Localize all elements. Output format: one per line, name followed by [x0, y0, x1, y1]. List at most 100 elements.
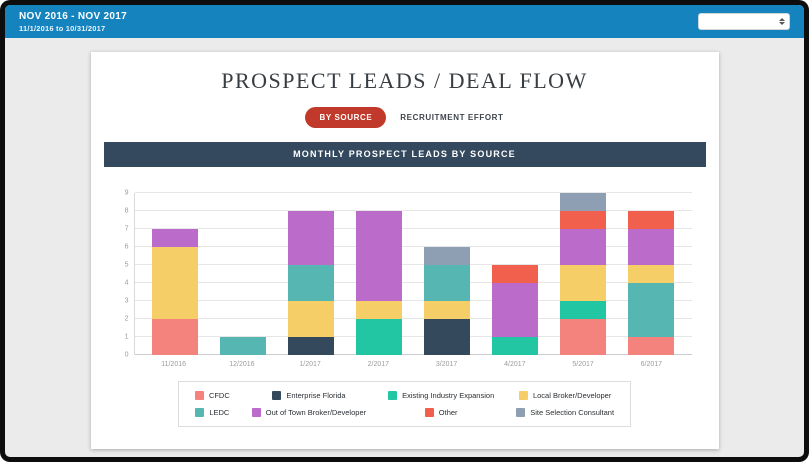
stacked-bar	[628, 193, 675, 355]
legend-label: Enterprise Florida	[286, 391, 346, 400]
y-tick-label: 8	[124, 207, 129, 215]
bar-segment	[560, 319, 607, 355]
gridline	[134, 336, 692, 338]
stacked-bar	[287, 193, 334, 355]
tab-by-source[interactable]: BY SOURCE	[305, 107, 387, 128]
bar-segment	[287, 265, 334, 302]
bar-segment	[287, 337, 334, 355]
legend-swatch	[272, 391, 282, 400]
bar-segment	[560, 193, 607, 212]
bar-segment	[492, 265, 539, 284]
bar-segment	[628, 229, 675, 266]
bar-segment	[424, 247, 471, 266]
top-header: NOV 2016 - NOV 2017 11/1/2016 to 10/31/2…	[5, 5, 804, 38]
x-tick-label: 12/2016	[229, 361, 255, 368]
chart-panel-body: 0 1 2 3 4 5 6 7 8 9 11/2016 12/2016 1/2017 2/2017 3/2…	[103, 167, 706, 427]
gridline	[134, 282, 692, 284]
bar-segment	[424, 265, 471, 302]
stacked-bar	[355, 193, 402, 355]
legend-item: Existing Industry Expansion	[388, 391, 494, 400]
gridline	[134, 192, 692, 193]
y-tick-label: 4	[124, 279, 129, 287]
tab-recruitment-effort[interactable]: RECRUITMENT EFFORT	[400, 113, 504, 122]
gridline	[134, 228, 692, 229]
legend-swatch	[388, 391, 398, 400]
gridline	[134, 264, 692, 265]
legend-swatch	[516, 408, 526, 417]
bar-segment	[628, 211, 675, 230]
bar-segment	[560, 229, 607, 266]
header-dropdown[interactable]	[698, 13, 790, 30]
x-tick-label: 6/2017	[640, 361, 663, 368]
legend-label: Existing Industry Expansion	[402, 391, 495, 400]
x-tick-label: 2/2017	[367, 361, 390, 368]
stacked-bar	[219, 193, 266, 355]
gridline	[134, 246, 692, 247]
bar-segment	[628, 265, 675, 284]
y-tick-label: 2	[124, 315, 129, 323]
view-tabs: BY SOURCE RECRUITMENT EFFORT	[91, 107, 719, 128]
legend-swatch	[195, 408, 205, 417]
dropdown-arrows-icon	[779, 18, 785, 25]
gridline	[134, 354, 692, 355]
bar-segment	[560, 265, 607, 302]
bar-segment	[287, 301, 334, 338]
gridline	[134, 210, 692, 212]
date-range-title: NOV 2016 - NOV 2017	[19, 10, 127, 22]
y-tick-label: 7	[124, 225, 129, 233]
chart-panel: MONTHLY PROSPECT LEADS BY SOURCE 0 1 2 3 4 5 6…	[103, 142, 706, 427]
x-tick-label: 11/2016	[161, 361, 187, 368]
bar-segment	[287, 211, 334, 266]
gridline	[134, 300, 692, 301]
legend-label: Site Selection Consultant	[530, 408, 615, 417]
legend-item: CFDC	[194, 391, 230, 400]
page-body: PROSPECT LEADS / DEAL FLOW BY SOURCE REC…	[5, 38, 804, 457]
legend-item: Enterprise Florida	[272, 391, 346, 400]
legend-label: Local Broker/Developer	[532, 391, 612, 400]
date-range-block: NOV 2016 - NOV 2017 11/1/2016 to 10/31/2…	[19, 11, 127, 33]
bar-segment	[151, 247, 198, 320]
page-title: PROSPECT LEADS / DEAL FLOW	[221, 68, 588, 93]
legend-label: CFDC	[208, 391, 230, 400]
app-screen: NOV 2016 - NOV 2017 11/1/2016 to 10/31/2…	[5, 5, 804, 457]
legend-item: Out of Town Broker/Developer	[251, 408, 367, 417]
bar-segment	[355, 301, 402, 320]
legend-item: Site Selection Consultant	[516, 408, 614, 417]
legend-label: Other	[438, 408, 458, 417]
chart-legend: CFDC Enterprise Florida Existing Industry …	[177, 381, 632, 427]
y-tick-label: 1	[124, 333, 129, 341]
x-axis: 11/2016 12/2016 1/2017 2/2017 3/2017 4/2017 5/…	[134, 361, 692, 368]
bar-segment	[151, 229, 198, 248]
x-tick-label: 5/2017	[572, 361, 594, 368]
bars-row	[135, 193, 692, 355]
bar-segment	[151, 319, 198, 355]
legend-swatch	[251, 408, 261, 417]
legend-item: Other	[424, 408, 458, 417]
stacked-bar	[424, 193, 471, 355]
legend-item: LEDC	[195, 408, 229, 417]
bar-segment	[560, 301, 607, 320]
legend-swatch	[518, 391, 528, 400]
x-tick-label: 4/2017	[504, 361, 526, 368]
legend-label: Out of Town Broker/Developer	[265, 408, 367, 417]
legend-label: LEDC	[209, 408, 230, 417]
y-tick-label: 0	[124, 351, 129, 359]
chart-panel-header: MONTHLY PROSPECT LEADS BY SOURCE	[103, 142, 706, 167]
bar-segment	[560, 211, 607, 230]
y-tick-label: 9	[124, 189, 129, 197]
bar-segment	[424, 301, 471, 320]
plot-area	[133, 192, 692, 355]
legend-item: Local Broker/Developer	[518, 391, 612, 400]
y-tick-label: 6	[124, 243, 129, 251]
y-tick-label: 3	[124, 297, 129, 305]
x-tick-label: 1/2017	[299, 361, 321, 368]
date-range-subtitle: 11/1/2016 to 10/31/2017	[19, 23, 106, 33]
stacked-bar	[151, 193, 198, 355]
x-tick-label: 3/2017	[435, 361, 458, 368]
stacked-bar-chart: 0 1 2 3 4 5 6 7 8 9	[118, 189, 692, 359]
bar-segment	[628, 337, 675, 355]
y-tick-label: 5	[124, 261, 129, 269]
stacked-bar	[492, 193, 539, 355]
y-axis: 0 1 2 3 4 5 6 7 8 9	[118, 189, 134, 359]
